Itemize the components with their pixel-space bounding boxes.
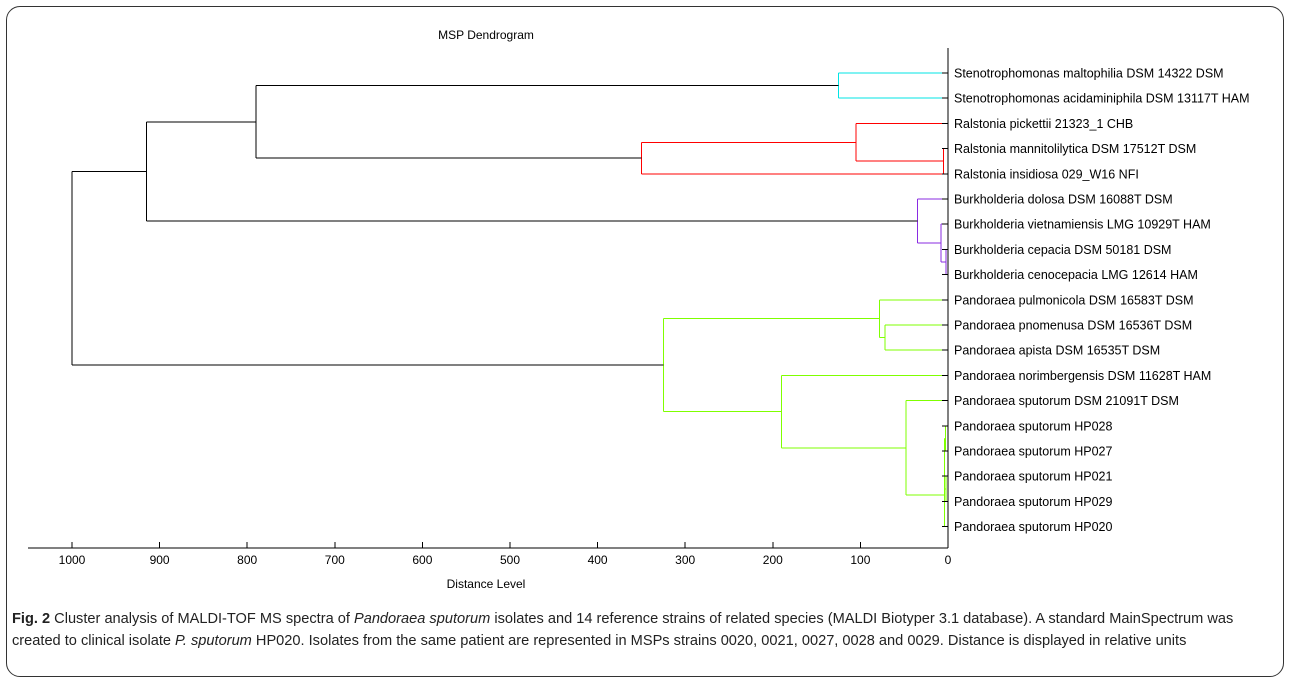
leaf-label: Pandoraea sputorum HP028 xyxy=(954,419,1112,433)
leaf-label: Burkholderia cenocepacia LMG 12614 HAM xyxy=(954,268,1198,282)
leaf-label: Pandoraea sputorum HP027 xyxy=(954,445,1112,459)
x-tick-label: 600 xyxy=(412,553,432,567)
figure-frame xyxy=(6,6,1284,677)
x-tick-label: 400 xyxy=(588,553,608,567)
x-tick-label: 500 xyxy=(500,553,520,567)
x-tick-label: 1000 xyxy=(59,553,86,567)
leaf-label: Pandoraea sputorum HP021 xyxy=(954,470,1112,484)
caption-fig-label: Fig. 2 xyxy=(12,611,51,627)
dendrogram-chart: MSP Dendrogram Stenotrophomonas maltophi… xyxy=(28,28,1250,591)
caption-text-2: isolates and 14 reference strains of rel… xyxy=(12,611,1234,649)
leaf-label: Burkholderia dolosa DSM 16088T DSM xyxy=(954,193,1173,207)
x-tick-label: 800 xyxy=(237,553,257,567)
dendrogram-links xyxy=(71,72,948,528)
leaf-label: Burkholderia cepacia DSM 50181 DSM xyxy=(954,243,1171,257)
x-tick-label: 200 xyxy=(763,553,783,567)
caption-species-abbrev: P. sputorum xyxy=(175,633,252,649)
leaf-label: Pandoraea pulmonicola DSM 16583T DSM xyxy=(954,293,1193,307)
leaf-label: Burkholderia vietnamiensis LMG 10929T HA… xyxy=(954,218,1211,232)
x-tick-label: 300 xyxy=(675,553,695,567)
leaf-label: Pandoraea sputorum HP029 xyxy=(954,495,1112,509)
chart-title: MSP Dendrogram xyxy=(438,28,534,42)
leaf-label: Ralstonia pickettii 21323_1 CHB xyxy=(954,117,1133,131)
x-tick-label: 0 xyxy=(945,553,952,567)
leaf-label: Ralstonia mannitolilytica DSM 17512T DSM xyxy=(954,142,1196,156)
caption-text-3: HP020. Isolates from the same patient ar… xyxy=(251,633,1187,649)
leaf-label: Pandoraea pnomenusa DSM 16536T DSM xyxy=(954,319,1192,333)
leaf-label: Stenotrophomonas maltophilia DSM 14322 D… xyxy=(954,67,1224,81)
caption-text-1: Cluster analysis of MALDI-TOF MS spectra… xyxy=(50,611,354,627)
leaf-label: Pandoraea sputorum HP020 xyxy=(954,520,1112,534)
x-tick-label: 700 xyxy=(325,553,345,567)
leaf-label: Pandoraea apista DSM 16535T DSM xyxy=(954,344,1160,358)
leaf-labels: Stenotrophomonas maltophilia DSM 14322 D… xyxy=(954,67,1250,535)
leaf-label: Ralstonia insidiosa 029_W16 NFI xyxy=(954,167,1139,181)
leaf-label: Pandoraea sputorum DSM 21091T DSM xyxy=(954,394,1179,408)
leaf-label: Pandoraea norimbergensis DSM 11628T HAM xyxy=(954,369,1211,383)
caption-species: Pandoraea sputorum xyxy=(353,611,491,627)
x-axis-label: Distance Level xyxy=(447,577,526,591)
x-axis: 1000 900 800 700 600 500 400 300 200 100 0 xyxy=(28,48,952,567)
leaf-label: Stenotrophomonas acidaminiphila DSM 1311… xyxy=(954,92,1250,106)
x-tick-label: 100 xyxy=(850,553,870,567)
figure-caption: Fig. 2 Cluster analysis of MALDI-TOF MS … xyxy=(12,608,1278,652)
x-tick-label: 900 xyxy=(150,553,170,567)
